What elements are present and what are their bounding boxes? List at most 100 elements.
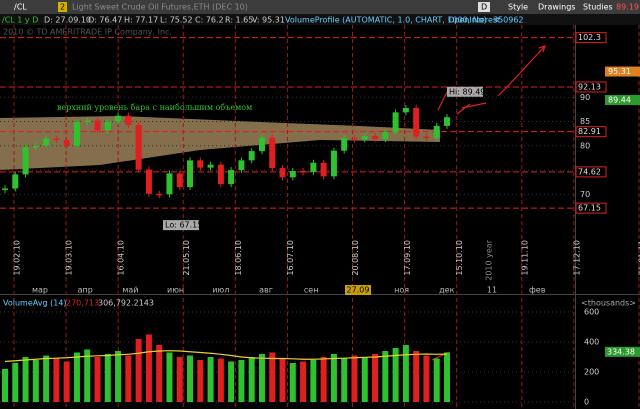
level-label: 92.13 — [578, 82, 601, 91]
candle — [433, 125, 440, 139]
candle — [104, 121, 111, 131]
volume-avg — [4, 350, 448, 363]
candle — [84, 120, 91, 123]
volume-title: VolumeAvg (14) — [3, 299, 67, 308]
volume-bar — [53, 358, 60, 402]
volume-bar — [73, 352, 80, 402]
candle — [392, 112, 399, 133]
date-label: 19.03.10 — [65, 240, 74, 276]
level-box — [575, 81, 607, 93]
volume-bar — [43, 355, 50, 402]
watermark: 2010 © TD AMERITRADE IP Company, Inc. — [3, 28, 172, 37]
symbol[interactable]: /CL — [14, 3, 27, 12]
candle — [444, 117, 450, 126]
level-label: 67.15 — [578, 204, 601, 213]
year-label: 2010 year — [485, 239, 494, 280]
volume-bar — [135, 339, 142, 402]
candle — [187, 160, 194, 188]
volume-bar — [207, 357, 214, 402]
candle — [413, 107, 420, 137]
candle — [289, 171, 296, 178]
candle — [197, 160, 204, 168]
candle — [217, 164, 224, 185]
volume-bar — [310, 360, 317, 402]
y-tick-label: 70 — [580, 190, 590, 199]
volume-bar — [382, 351, 389, 402]
volume-bar — [228, 361, 235, 402]
studies-btn[interactable]: Studies — [583, 3, 613, 12]
volume-bar — [2, 369, 8, 402]
volume-bar — [94, 357, 101, 402]
period[interactable]: D — [481, 3, 487, 12]
volume-bar — [341, 358, 348, 402]
volume-last: 334.38 — [607, 347, 635, 356]
info-volume: V: 95.31 — [252, 16, 285, 25]
volume-bar — [330, 354, 337, 402]
date-label: 21.01.11 — [637, 240, 640, 276]
candle — [2, 188, 8, 190]
last-price: 89.19 — [616, 3, 639, 12]
info-oi-value: 350962 — [493, 16, 524, 25]
level-label: 74.62 — [578, 167, 601, 176]
style-btn[interactable]: Style — [508, 3, 528, 12]
volume-bar — [12, 363, 19, 402]
date-label: 17.09.10 — [403, 240, 412, 276]
candle — [372, 136, 379, 140]
price-label: 95.31 — [608, 67, 631, 76]
level-label: 82.91 — [578, 127, 601, 136]
lo-box — [163, 220, 199, 231]
volume-bar — [217, 358, 224, 402]
volume-bar — [115, 351, 122, 402]
volume-bar — [279, 358, 286, 402]
volume-bar — [300, 361, 307, 402]
drawings-btn[interactable]: Drawings — [538, 3, 575, 12]
date-label: 17.12.10 — [572, 240, 581, 276]
candle — [22, 147, 29, 175]
candle — [32, 145, 39, 148]
level-box — [575, 32, 607, 44]
lo-label: Lo: 67.15 — [165, 221, 202, 230]
month-label: авг — [259, 286, 273, 295]
candle — [228, 170, 235, 185]
volume-bar — [289, 363, 296, 402]
badge[interactable]: 2 — [60, 3, 65, 12]
candle — [207, 164, 214, 168]
candle — [341, 138, 348, 151]
candle — [94, 120, 101, 131]
volume-bar — [402, 345, 409, 402]
volume-bar — [248, 357, 255, 402]
volume-bar — [444, 352, 450, 402]
axis-divider — [575, 25, 576, 409]
candle — [166, 173, 173, 195]
volume-bar — [125, 355, 132, 402]
candle — [73, 122, 80, 146]
info-oi: OpenInterest — [448, 16, 500, 25]
month-label: июн — [167, 286, 184, 295]
month-label: дек — [439, 286, 454, 295]
price-box — [605, 95, 640, 106]
volume-bar — [423, 355, 430, 402]
y-tick-label: 85 — [580, 117, 590, 126]
candle — [238, 160, 245, 171]
volume-bar — [63, 361, 70, 402]
candle — [258, 137, 265, 152]
volume-bar — [187, 355, 194, 402]
volume-unit: <thousands> — [581, 299, 636, 308]
y-tick-label: 600 — [584, 308, 599, 317]
volume-readout: 306,792.2143 — [98, 299, 154, 308]
candle — [43, 138, 50, 146]
level-box — [575, 202, 607, 214]
volume-readout: 270,713 — [66, 299, 99, 308]
candle — [135, 124, 142, 170]
hi-box — [447, 86, 483, 97]
candle — [145, 169, 152, 194]
date-label: 15.10.10 — [455, 240, 464, 276]
candle — [125, 115, 132, 125]
candle — [330, 150, 337, 177]
info-low: L: 75.52 — [160, 16, 193, 25]
info-range: R: 1.65 — [225, 16, 253, 25]
candle — [382, 132, 389, 140]
candle — [361, 136, 368, 140]
level-box — [575, 126, 607, 138]
